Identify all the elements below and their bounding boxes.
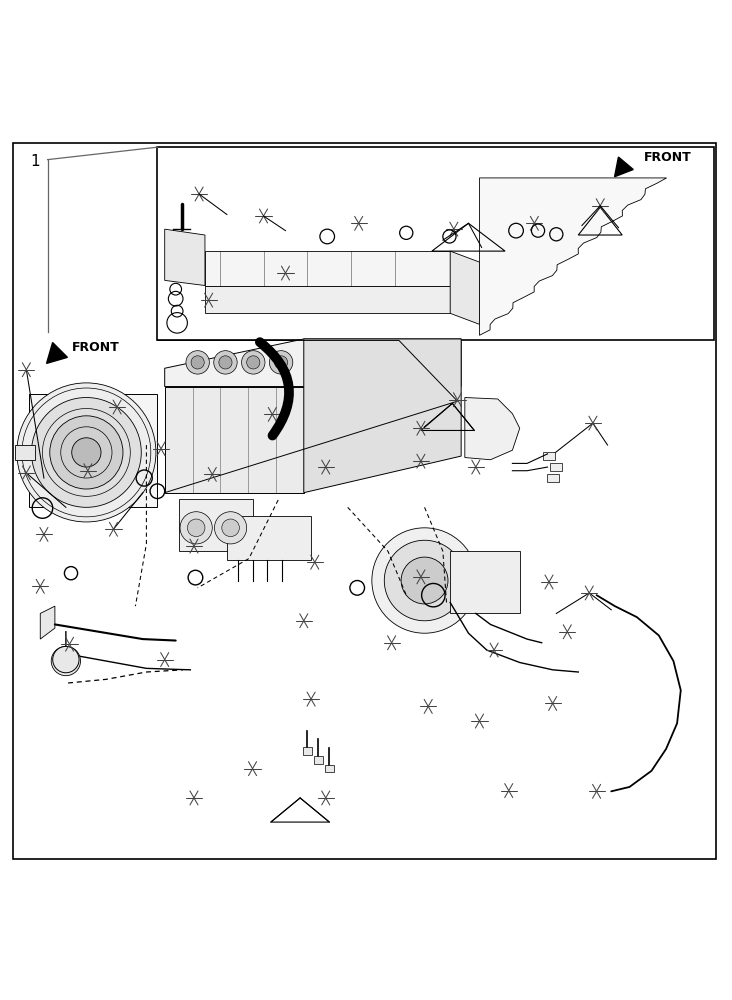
Circle shape [214, 512, 247, 544]
Polygon shape [465, 398, 520, 460]
Circle shape [401, 557, 448, 604]
Circle shape [17, 383, 156, 522]
Circle shape [214, 351, 237, 374]
Bar [550, 463, 562, 471]
FancyArrowPatch shape [260, 342, 289, 436]
Polygon shape [40, 606, 55, 639]
Bar [303, 747, 312, 755]
Text: 1: 1 [31, 154, 40, 169]
Polygon shape [479, 178, 667, 335]
Circle shape [191, 356, 204, 369]
Circle shape [247, 356, 260, 369]
Circle shape [50, 416, 123, 489]
Polygon shape [47, 343, 67, 363]
Bar [157, 147, 714, 340]
Circle shape [180, 512, 212, 544]
Circle shape [384, 540, 465, 621]
Circle shape [222, 519, 239, 537]
Circle shape [274, 356, 288, 369]
Bar [543, 452, 555, 460]
Bar [547, 474, 559, 482]
Circle shape [372, 528, 477, 633]
Polygon shape [615, 157, 633, 177]
Circle shape [51, 646, 81, 676]
Circle shape [242, 351, 265, 374]
Polygon shape [450, 251, 479, 324]
Text: FRONT: FRONT [72, 341, 119, 354]
Circle shape [219, 356, 232, 369]
Polygon shape [165, 387, 304, 493]
Bar [314, 756, 323, 764]
Polygon shape [15, 445, 35, 460]
Circle shape [31, 398, 141, 507]
Bar [179, 499, 253, 551]
Polygon shape [165, 339, 461, 387]
Bar [450, 551, 520, 613]
Circle shape [269, 351, 293, 374]
Polygon shape [304, 339, 461, 493]
Polygon shape [205, 286, 450, 313]
Circle shape [53, 646, 79, 673]
Bar [227, 516, 311, 560]
Text: FRONT: FRONT [644, 151, 692, 164]
Circle shape [186, 351, 209, 374]
Bar [325, 765, 334, 772]
Polygon shape [205, 251, 450, 286]
Circle shape [187, 519, 205, 537]
Polygon shape [29, 394, 157, 507]
Circle shape [72, 438, 101, 467]
Polygon shape [165, 229, 205, 286]
